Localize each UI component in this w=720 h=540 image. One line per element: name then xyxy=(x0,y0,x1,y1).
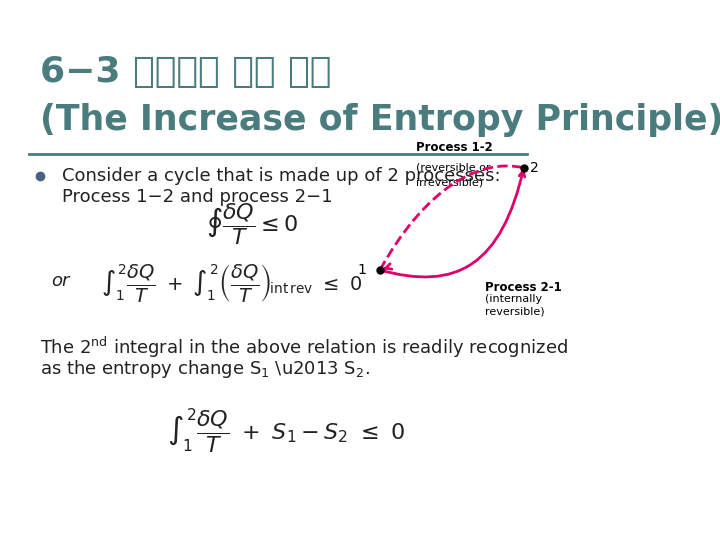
Text: $\int_1^2 \dfrac{\delta Q}{T}\ +\ S_1 - S_2\ \leq\ 0$: $\int_1^2 \dfrac{\delta Q}{T}\ +\ S_1 - … xyxy=(167,407,405,456)
Text: 6−3 엔트로피 증가 법칙: 6−3 엔트로피 증가 법칙 xyxy=(40,55,331,89)
Text: as the entropy change S$_1$ \u2013 S$_2$.: as the entropy change S$_1$ \u2013 S$_2$… xyxy=(40,359,370,380)
Text: reversible): reversible) xyxy=(485,307,545,316)
Text: irreversible): irreversible) xyxy=(416,178,483,187)
Text: Consider a cycle that is made up of 2 processes:: Consider a cycle that is made up of 2 pr… xyxy=(62,167,501,185)
Text: $\oint \dfrac{\delta Q}{T} \leq 0$: $\oint \dfrac{\delta Q}{T} \leq 0$ xyxy=(206,201,298,247)
Text: Process 2-1: Process 2-1 xyxy=(485,281,562,294)
Text: or: or xyxy=(51,272,70,290)
Text: Process 1-2: Process 1-2 xyxy=(416,141,492,154)
Text: Process 1−2 and process 2−1: Process 1−2 and process 2−1 xyxy=(62,188,333,206)
Text: (reversible or: (reversible or xyxy=(416,163,490,173)
Text: (internally: (internally xyxy=(485,294,542,304)
Text: (The Increase of Entropy Principle): (The Increase of Entropy Principle) xyxy=(40,104,720,138)
Text: $\int_1^2 \dfrac{\delta Q}{T}\ +\ \int_1^2 \left(\dfrac{\delta Q}{T}\right)_{\!\: $\int_1^2 \dfrac{\delta Q}{T}\ +\ \int_1… xyxy=(101,262,362,305)
Text: 1: 1 xyxy=(357,263,366,277)
Text: 2: 2 xyxy=(531,161,539,175)
Text: The 2$^{\mathrm{nd}}$ integral in the above relation is readily recognized: The 2$^{\mathrm{nd}}$ integral in the ab… xyxy=(40,335,568,361)
